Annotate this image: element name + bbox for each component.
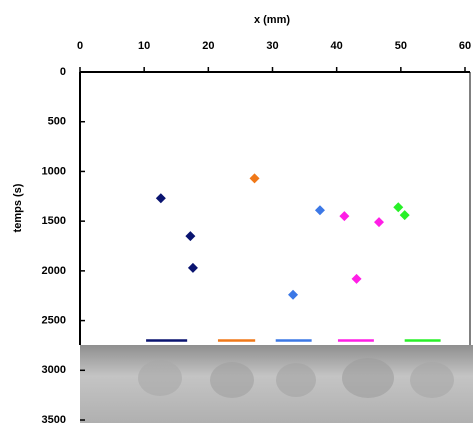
x-tick-label: 10 bbox=[138, 40, 150, 52]
point bbox=[185, 231, 196, 242]
point bbox=[314, 205, 325, 216]
point bbox=[351, 273, 362, 284]
y-axis-label: temps (s) bbox=[12, 183, 24, 232]
x-tick-label: 60 bbox=[459, 40, 471, 52]
point bbox=[187, 262, 198, 273]
x-tick-label: 20 bbox=[202, 40, 214, 52]
y-tick-label: 2500 bbox=[42, 314, 66, 326]
point bbox=[399, 210, 410, 221]
point bbox=[339, 211, 350, 222]
point bbox=[288, 289, 299, 300]
point bbox=[155, 193, 166, 204]
y-tick-label: 2000 bbox=[42, 265, 66, 277]
x-axis-label: x (mm) bbox=[254, 14, 290, 26]
sample-photo bbox=[80, 345, 473, 423]
x-tick-label: 40 bbox=[331, 40, 343, 52]
y-tick-label: 3000 bbox=[42, 364, 66, 376]
point bbox=[374, 217, 385, 228]
x-tick-label: 30 bbox=[266, 40, 278, 52]
x-tick-label: 50 bbox=[395, 40, 407, 52]
y-tick-label: 500 bbox=[48, 116, 66, 128]
y-tick-label: 1000 bbox=[42, 165, 66, 177]
y-tick-label: 0 bbox=[60, 66, 66, 78]
point bbox=[249, 173, 260, 184]
y-tick-label: 3500 bbox=[42, 414, 66, 423]
x-tick-label: 0 bbox=[77, 40, 83, 52]
point bbox=[393, 202, 404, 213]
y-tick-label: 1500 bbox=[42, 215, 66, 227]
